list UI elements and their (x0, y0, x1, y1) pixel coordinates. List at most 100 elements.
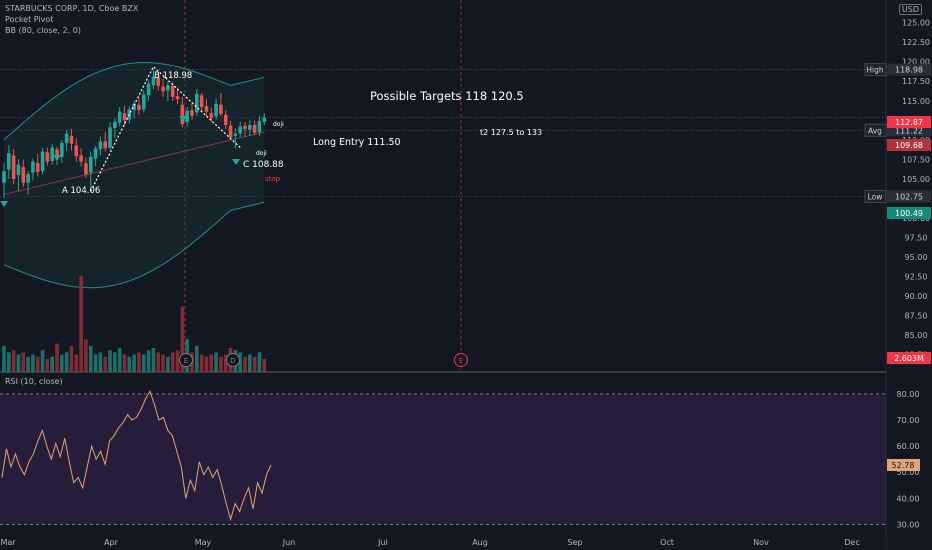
volume-bar (74, 354, 79, 372)
time-tick-label: Jul (377, 538, 388, 547)
volume-bar (84, 339, 88, 372)
price-badge-label: 100.49 (895, 209, 923, 218)
price-tick-label: 85.00 (905, 331, 928, 340)
volume-bar (127, 356, 132, 372)
volume-bar (16, 354, 21, 372)
level-tag-label: Low (868, 192, 883, 201)
candle-body (98, 141, 103, 150)
candle-body (257, 121, 262, 132)
level-value-label: 111.22 (895, 126, 923, 135)
price-tick-label: 120.00 (902, 58, 930, 67)
volume-bar (2, 345, 6, 372)
price-badge-label: 2.603M (894, 354, 924, 363)
doji-label: doji (273, 121, 284, 128)
level-tag-label: Avg (868, 126, 882, 135)
volume-bar (223, 354, 228, 372)
volume-bar (175, 350, 180, 372)
t2-text: t2 127.5 to 133 (480, 128, 542, 137)
level-value-label: 118.98 (895, 66, 923, 75)
volume-bar (243, 356, 247, 372)
level-value-tag (887, 63, 931, 76)
candle-body (228, 125, 233, 138)
volume-bar (55, 343, 59, 372)
volume-bar (7, 352, 11, 372)
volume-bar (40, 350, 45, 372)
candle-body (50, 147, 54, 161)
rsi-value-label: 52.78 (892, 461, 915, 470)
volume-bar (69, 345, 74, 372)
stop-label: stop (265, 175, 281, 183)
volume-bar (141, 354, 146, 372)
candle-body (79, 155, 83, 162)
price-badge-label: 109.68 (895, 141, 923, 150)
pivot-marker-down (179, 116, 187, 122)
price-tick-label: 87.50 (905, 312, 928, 321)
volume-bar (146, 350, 151, 372)
time-tick-label: Aug (472, 538, 488, 547)
price-badge (887, 207, 931, 219)
candle-body (122, 113, 127, 121)
candle-body (45, 152, 50, 162)
level-tag (864, 189, 887, 203)
volume-bar (88, 345, 93, 372)
time-tick-label: Dec (844, 538, 859, 547)
volume-bar (137, 352, 141, 372)
price-badge-label: 112.87 (895, 118, 923, 127)
volume-bar (262, 358, 267, 372)
currency-badge[interactable]: USD (898, 4, 922, 15)
candle-body (40, 151, 45, 172)
volume-bar (151, 348, 156, 372)
event-marker-text: E (184, 357, 188, 365)
price-tick-label: 95.00 (905, 253, 928, 262)
rsi-tick-label: 70.00 (897, 416, 920, 425)
volume-bar (98, 352, 103, 372)
volume-bar (103, 356, 108, 372)
candle-body (103, 141, 108, 149)
rsi-value-badge (887, 458, 920, 471)
chart-grid-layer (0, 0, 932, 373)
volume-bar (26, 356, 30, 372)
event-marker (179, 353, 193, 367)
candle-body (2, 171, 6, 183)
candle-body (156, 77, 161, 86)
axis-background (886, 0, 932, 550)
candle-body (252, 124, 257, 133)
rsi-title: RSI (10, close) (5, 377, 63, 386)
doji-label: doji (256, 150, 267, 157)
rsi-tick-label: 40.00 (897, 494, 920, 503)
volume-bar (60, 354, 64, 372)
candle-body (108, 127, 112, 148)
candle-body (166, 85, 170, 91)
volume-bar (214, 352, 218, 372)
symbol-title: STARBUCKS CORP, 1D, Cboe BZX (5, 4, 139, 13)
candle-body (141, 94, 146, 110)
candle-body (209, 113, 214, 118)
candle-body (7, 153, 11, 170)
volume-bar (79, 276, 83, 372)
earnings-marker-text: E (459, 357, 463, 365)
bb-lower-line (3, 201, 265, 289)
volume-bar (156, 352, 161, 372)
rsi-tick-label: 60.00 (897, 442, 920, 451)
candle-body (199, 95, 204, 108)
volume-bar (108, 350, 112, 372)
candle-body (26, 174, 30, 183)
time-tick-label: Mar (0, 538, 16, 547)
volume-bar (113, 352, 117, 372)
candle-body (132, 103, 136, 111)
volume-bar (21, 352, 26, 372)
time-tick-label: Nov (753, 538, 769, 547)
candle-body (233, 133, 238, 136)
candle-body (84, 163, 88, 175)
volume-bar (180, 306, 185, 372)
volume-bar (31, 354, 35, 372)
volume-bar (219, 356, 223, 372)
candle-body (223, 114, 228, 125)
candle-body (69, 135, 74, 144)
volume-bar (45, 358, 50, 372)
price-badge (887, 139, 931, 151)
volume-bar (35, 356, 40, 372)
price-tick-label: 125.00 (902, 19, 930, 28)
candle-body (195, 93, 199, 113)
